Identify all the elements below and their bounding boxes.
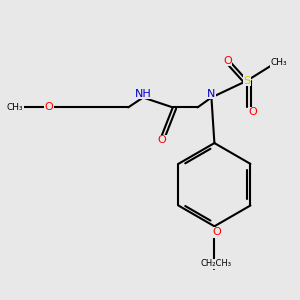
Text: O: O	[212, 227, 221, 237]
Text: CH₃: CH₃	[7, 103, 24, 112]
Text: O: O	[249, 107, 257, 117]
Text: NH: NH	[135, 88, 152, 98]
Text: S: S	[244, 76, 251, 85]
Text: N: N	[207, 88, 216, 98]
Text: O: O	[45, 102, 53, 112]
Text: CH₃: CH₃	[271, 58, 287, 67]
Text: O: O	[158, 135, 166, 145]
Text: O: O	[223, 56, 232, 66]
Text: CH₂CH₃: CH₂CH₃	[201, 260, 232, 268]
